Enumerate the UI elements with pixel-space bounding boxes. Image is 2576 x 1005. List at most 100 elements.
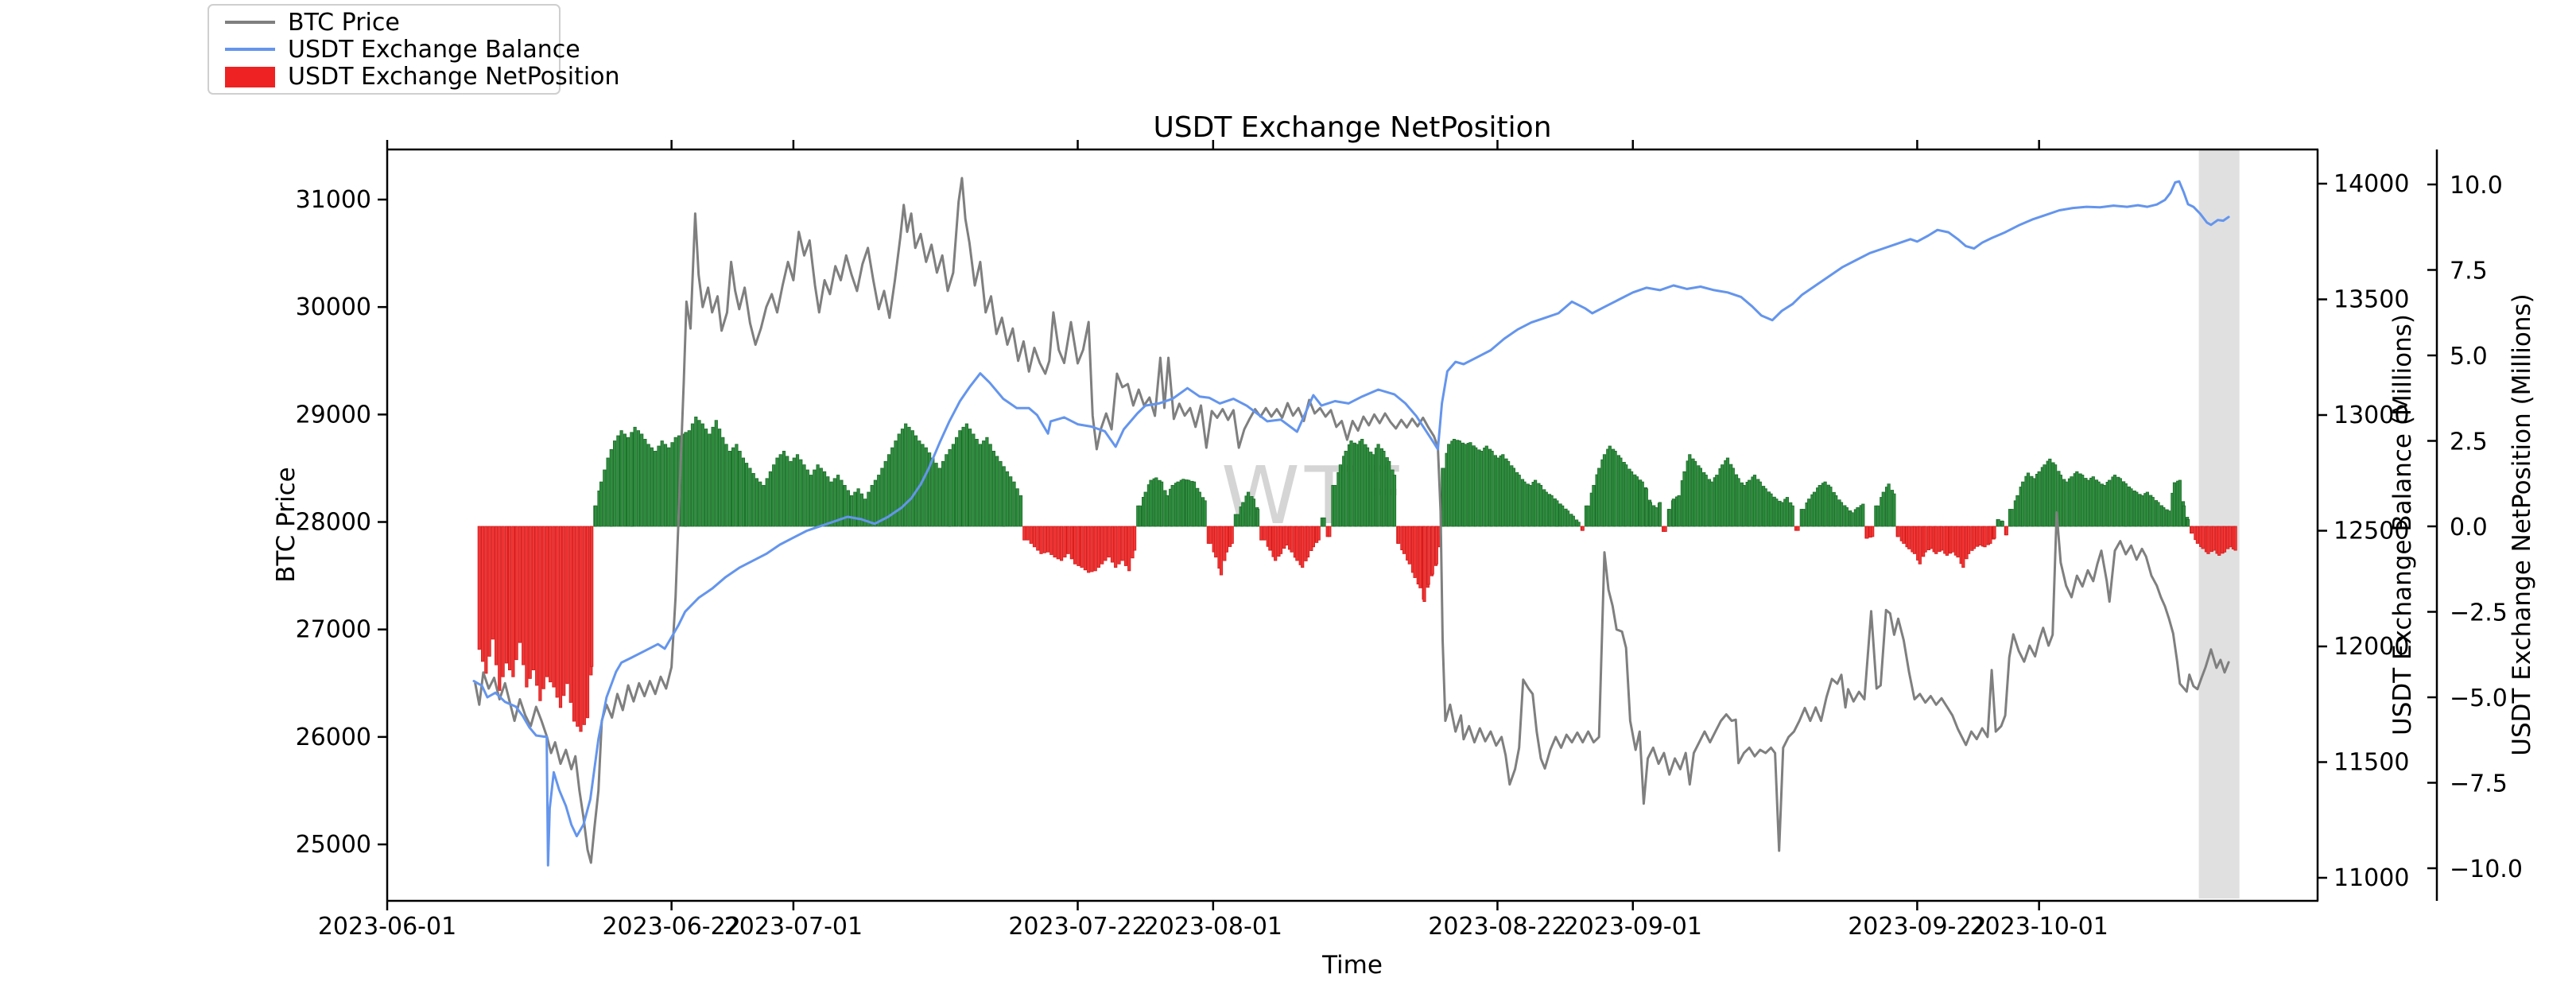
- netposition-bar-positive: [1752, 475, 1757, 527]
- netposition-bar-positive: [2186, 519, 2190, 527]
- netposition-bar-positive: [1996, 519, 2000, 527]
- netposition-bar-positive: [863, 499, 867, 527]
- netposition-bar-positive: [1709, 481, 1713, 527]
- netposition-bar-positive: [836, 475, 840, 527]
- netposition-bar-negative: [1418, 526, 1422, 588]
- netposition-bar-positive: [778, 454, 782, 527]
- btc-tick-label: 26000: [296, 724, 371, 751]
- netposition-bar-positive: [1376, 444, 1380, 527]
- btc-tick-label: 31000: [296, 186, 371, 214]
- netposition-bar-positive: [1187, 479, 1191, 527]
- netposition-bar-positive: [599, 481, 603, 527]
- netposition-bar-negative: [2206, 526, 2210, 554]
- netposition-bar-negative: [487, 526, 491, 657]
- netposition-bar-positive: [1002, 466, 1006, 527]
- netposition-bar-positive: [1138, 505, 1142, 527]
- netposition-bar-positive: [727, 451, 732, 527]
- netposition-bar-positive: [1850, 512, 1854, 527]
- netposition-bar-positive: [1688, 454, 1692, 527]
- netposition-bar-positive: [603, 469, 607, 527]
- x-tick-label: 2023-07-22: [1008, 913, 1146, 941]
- netposition-bar-negative: [1945, 526, 1949, 556]
- netposition-bar-negative: [1090, 526, 1094, 572]
- netposition-bar-positive: [684, 432, 688, 527]
- netposition-bar-positive: [1365, 447, 1370, 527]
- netposition-bar-positive: [1742, 485, 1746, 527]
- netposition-bar-positive: [670, 442, 674, 527]
- netposition-bar-positive: [2182, 505, 2186, 527]
- legend-swatch-netposition-patch: [225, 67, 275, 87]
- netposition-bar-positive: [724, 444, 728, 527]
- netposition-bar-positive: [2151, 497, 2155, 527]
- netposition-bar-positive: [2058, 475, 2062, 527]
- netposition-bar-positive: [1236, 514, 1240, 527]
- legend-label-netposition: USDT Exchange NetPosition: [288, 63, 620, 91]
- netposition-bar-positive: [616, 435, 620, 527]
- netposition-bar-negative: [576, 526, 580, 727]
- balance-tick-label: 12000: [2334, 633, 2409, 661]
- netposition-bar-positive: [870, 485, 874, 527]
- netposition-bar-positive: [1565, 510, 1570, 527]
- netposition-bar-positive: [1624, 464, 1628, 527]
- netposition-bar-positive: [1165, 495, 1169, 527]
- netposition-bar-positive: [623, 433, 627, 527]
- x-tick-label: 2023-09-22: [1848, 913, 1986, 941]
- netposition-bar-positive: [1517, 475, 1521, 527]
- netposition-bar-positive: [765, 478, 769, 527]
- netposition-bar-positive: [786, 456, 789, 527]
- netposition-bar-positive: [708, 433, 712, 527]
- netposition-bar-positive: [877, 475, 881, 527]
- netposition-bar-positive: [1468, 442, 1472, 527]
- netposition-bar-negative: [1069, 526, 1073, 560]
- netposition-bar-negative: [2217, 526, 2221, 556]
- netposition-bar-positive: [2162, 507, 2166, 527]
- netposition-bar-positive: [745, 463, 749, 527]
- legend-box: [208, 4, 561, 95]
- netposition-bar-positive: [2010, 509, 2014, 527]
- netposition-bar-negative: [1114, 526, 1118, 568]
- netposition-bar-negative: [1127, 526, 1131, 572]
- netposition-bar-negative: [1230, 526, 1234, 544]
- netposition-bar-positive: [1392, 475, 1397, 527]
- netposition-bar-negative: [1110, 526, 1115, 563]
- netposition-bar-negative: [518, 526, 522, 643]
- netposition-bar-negative: [1083, 526, 1087, 571]
- netposition-bar-positive: [904, 423, 908, 527]
- netposition-bar-positive: [1344, 451, 1348, 527]
- netposition-bar-negative: [1039, 526, 1043, 554]
- netposition-bar-positive: [1241, 502, 1245, 527]
- netposition-bar-negative: [1073, 526, 1077, 565]
- netposition-bar-positive: [2000, 521, 2004, 527]
- netposition-bar-positive: [1534, 479, 1538, 527]
- legend-label-balance: USDT Exchange Balance: [288, 36, 580, 64]
- netposition-bar-positive: [1725, 457, 1730, 527]
- netposition-bar-positive: [2124, 483, 2128, 527]
- netposition-bar-positive: [1758, 481, 1762, 527]
- netposition-bar-positive: [910, 430, 914, 527]
- netposition-bar-negative: [2212, 526, 2216, 551]
- netposition-bar-negative: [1056, 526, 1060, 560]
- netposition-bar-negative: [1871, 526, 1875, 537]
- x-tick-label: 2023-08-22: [1428, 913, 1566, 941]
- netposition-bar-negative: [1934, 526, 1938, 554]
- netposition-bar-positive: [897, 433, 901, 527]
- balance-axis-title: USDT Exchange Balance (Millions): [2388, 314, 2417, 735]
- netposition-bar-negative: [1259, 526, 1263, 541]
- netposition-bar-negative: [1060, 526, 1064, 561]
- netposition-bar-negative: [541, 526, 545, 689]
- netposition-bar-positive: [1763, 488, 1767, 527]
- price-and-balance-lines: [472, 177, 2230, 867]
- netposition-bar-positive: [1861, 503, 1865, 527]
- netposition-bar-positive: [1775, 499, 1779, 527]
- netposition-bar-negative: [1063, 526, 1067, 558]
- netposition-bar-negative: [1426, 526, 1430, 585]
- netposition-bar-positive: [867, 491, 871, 527]
- netposition-bar-positive: [1769, 493, 1773, 527]
- netposition-bar-negative: [1939, 526, 1944, 551]
- netposition-bar-negative: [2233, 526, 2237, 551]
- netposition-bar-positive: [2021, 481, 2025, 527]
- netposition-bar-negative: [1049, 526, 1053, 555]
- netposition-bar-negative: [508, 526, 512, 671]
- netposition-bar-positive: [738, 451, 742, 527]
